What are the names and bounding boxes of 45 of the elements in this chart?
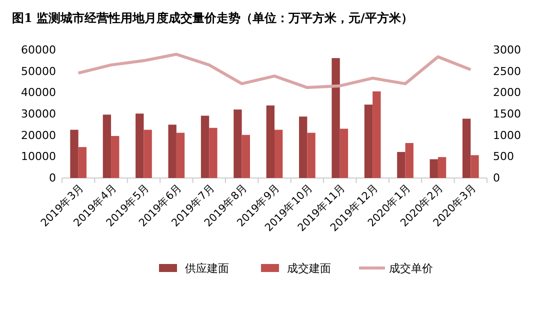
bar [144,130,152,178]
bar [136,114,144,178]
bar [307,132,316,178]
bar [299,116,308,178]
y-tick-label: 0 [49,172,56,185]
bar [242,134,250,178]
y2-tick-label: 0 [493,172,500,185]
y2-tick-label: 3000 [493,44,521,57]
bar [70,130,78,178]
chart-title: 图1 监测城市经营性用地月度成交量价走势（单位：万平方米，元/平方米） [12,11,413,25]
bar [405,143,414,178]
bar [438,157,446,178]
y2-tick-label: 2000 [493,86,521,100]
y2-tick-label: 500 [493,150,514,164]
y-tick-label: 50000 [21,64,56,78]
bar [111,136,120,178]
bar [176,132,185,178]
bar [397,152,406,178]
bar [168,124,176,178]
bar [234,110,242,178]
bar [209,128,218,178]
line-series [76,52,472,90]
bar [200,116,210,178]
bar [266,105,274,178]
legend-label: 成交建面 [287,262,331,275]
bar [372,91,381,178]
legend-label: 供应建面 [185,262,229,275]
bar [470,155,479,178]
bar [462,118,471,178]
y-tick-label: 40000 [21,86,56,100]
y-tick-label: 10000 [21,150,56,164]
bar [78,147,87,178]
legend-label: 成交单价 [389,262,433,275]
bar [430,159,438,178]
y2-tick-label: 1000 [493,128,521,142]
y-tick-label: 20000 [21,128,56,142]
y-tick-label: 30000 [21,108,56,121]
bar [340,128,348,178]
y-tick-label: 60000 [21,44,56,57]
y2-tick-label: 2500 [493,64,521,78]
y2-tick-label: 1500 [493,108,521,121]
bar [364,104,373,178]
bar [332,58,340,178]
bar [102,114,112,178]
bar [274,130,283,178]
